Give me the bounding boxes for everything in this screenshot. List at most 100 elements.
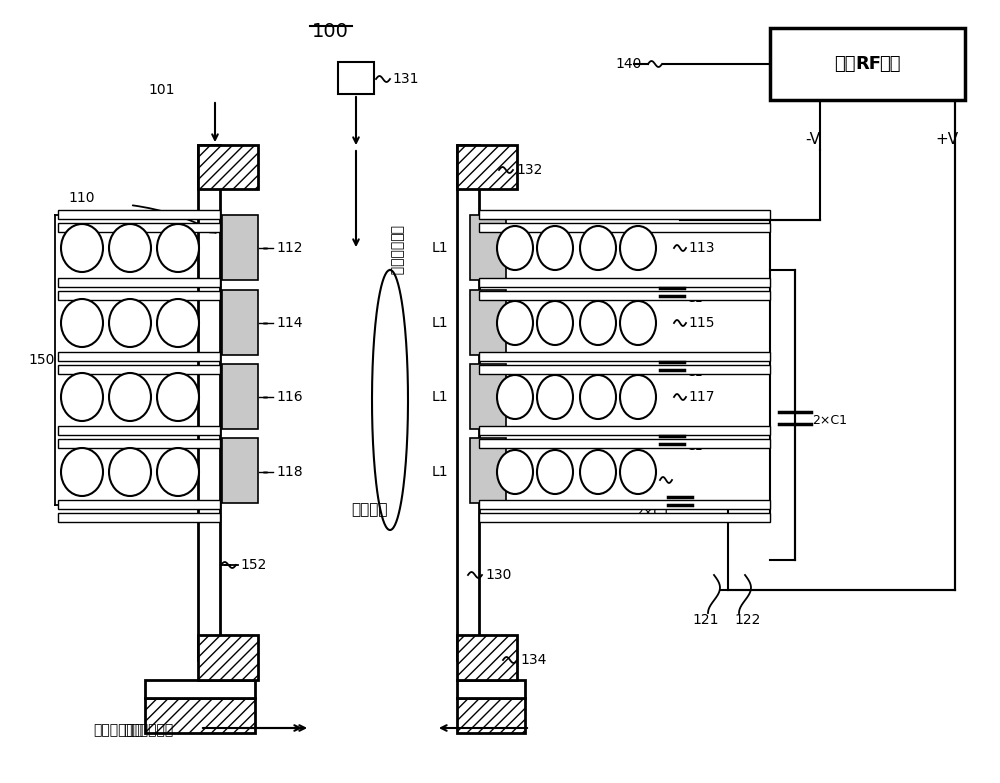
Text: 132: 132 bbox=[516, 163, 542, 177]
Ellipse shape bbox=[157, 448, 199, 496]
Ellipse shape bbox=[537, 301, 573, 345]
Bar bbox=[145, 680, 255, 698]
Ellipse shape bbox=[620, 450, 656, 494]
Bar bbox=[58, 439, 220, 448]
Ellipse shape bbox=[157, 299, 199, 347]
Ellipse shape bbox=[497, 375, 533, 419]
Text: +1: +1 bbox=[589, 391, 607, 403]
Bar bbox=[145, 698, 255, 733]
Ellipse shape bbox=[497, 226, 533, 270]
Bar bbox=[58, 223, 220, 232]
Bar bbox=[58, 278, 220, 287]
Text: 131: 131 bbox=[392, 72, 418, 86]
Text: 100: 100 bbox=[312, 22, 348, 41]
Bar bbox=[479, 278, 770, 287]
Ellipse shape bbox=[109, 373, 151, 421]
Bar bbox=[479, 210, 770, 219]
Ellipse shape bbox=[537, 375, 573, 419]
Text: 122: 122 bbox=[735, 613, 761, 627]
Text: L1: L1 bbox=[432, 316, 448, 330]
Ellipse shape bbox=[537, 226, 573, 270]
Text: +2: +2 bbox=[629, 466, 647, 478]
Text: -1: -1 bbox=[549, 316, 561, 330]
Text: C1: C1 bbox=[686, 291, 703, 305]
Text: 第一处理气体: 第一处理气体 bbox=[389, 225, 403, 275]
Bar bbox=[479, 426, 770, 435]
Text: 第二处理气体: 第二处理气体 bbox=[93, 723, 143, 737]
Ellipse shape bbox=[109, 224, 151, 272]
Text: +2: +2 bbox=[629, 241, 647, 254]
Text: +1: +1 bbox=[589, 466, 607, 478]
Bar bbox=[479, 223, 770, 232]
Text: 152: 152 bbox=[240, 558, 266, 572]
Text: -2: -2 bbox=[509, 241, 521, 254]
Ellipse shape bbox=[61, 224, 103, 272]
Ellipse shape bbox=[109, 448, 151, 496]
Ellipse shape bbox=[61, 373, 103, 421]
Text: -V: -V bbox=[806, 132, 820, 147]
Text: 118: 118 bbox=[276, 465, 303, 479]
Bar bbox=[470, 438, 506, 503]
Text: -1: -1 bbox=[549, 241, 561, 254]
Bar bbox=[198, 145, 258, 189]
Text: C1: C1 bbox=[686, 439, 703, 453]
Text: 电源: 电源 bbox=[880, 55, 901, 73]
Text: RF: RF bbox=[856, 55, 882, 73]
Text: 116: 116 bbox=[276, 390, 303, 404]
Text: 变频: 变频 bbox=[834, 55, 856, 73]
Text: -2: -2 bbox=[509, 316, 521, 330]
Ellipse shape bbox=[61, 299, 103, 347]
Text: 2×C1: 2×C1 bbox=[812, 413, 847, 427]
Text: +1: +1 bbox=[589, 316, 607, 330]
Bar bbox=[457, 635, 517, 680]
Bar bbox=[222, 438, 258, 503]
Bar bbox=[222, 215, 258, 280]
Ellipse shape bbox=[620, 226, 656, 270]
Bar bbox=[479, 513, 770, 522]
Text: -2: -2 bbox=[509, 466, 521, 478]
Text: 134: 134 bbox=[520, 653, 546, 667]
Ellipse shape bbox=[61, 448, 103, 496]
Bar bbox=[222, 290, 258, 355]
Text: C1: C1 bbox=[686, 366, 703, 378]
Text: 115: 115 bbox=[688, 316, 714, 330]
Bar bbox=[457, 145, 517, 189]
Text: 等离子体: 等离子体 bbox=[352, 503, 388, 518]
Bar bbox=[770, 28, 965, 100]
Text: +V: +V bbox=[935, 132, 959, 147]
Ellipse shape bbox=[580, 226, 616, 270]
Ellipse shape bbox=[497, 450, 533, 494]
Text: 150: 150 bbox=[28, 353, 54, 367]
Text: 114: 114 bbox=[276, 316, 302, 330]
Bar bbox=[198, 145, 220, 660]
Ellipse shape bbox=[580, 301, 616, 345]
Bar bbox=[58, 500, 220, 509]
Text: 110: 110 bbox=[68, 191, 94, 205]
Text: L1: L1 bbox=[432, 390, 448, 404]
Ellipse shape bbox=[157, 373, 199, 421]
Text: -1: -1 bbox=[549, 391, 561, 403]
Bar bbox=[479, 500, 770, 509]
Bar bbox=[479, 439, 770, 448]
Ellipse shape bbox=[580, 450, 616, 494]
Ellipse shape bbox=[109, 299, 151, 347]
Bar bbox=[457, 145, 479, 660]
Bar bbox=[470, 290, 506, 355]
Text: L1: L1 bbox=[432, 465, 448, 479]
Text: 112: 112 bbox=[276, 241, 302, 255]
Bar bbox=[58, 426, 220, 435]
Text: 140: 140 bbox=[615, 57, 641, 71]
Bar bbox=[198, 635, 258, 680]
Text: +2: +2 bbox=[629, 391, 647, 403]
Text: +2: +2 bbox=[629, 316, 647, 330]
Bar bbox=[470, 215, 506, 280]
Bar bbox=[58, 352, 220, 361]
Text: 113: 113 bbox=[688, 241, 714, 255]
Bar bbox=[479, 291, 770, 300]
Bar bbox=[58, 513, 220, 522]
Bar bbox=[58, 365, 220, 374]
Text: 2×C1: 2×C1 bbox=[635, 507, 670, 519]
Bar bbox=[222, 364, 258, 429]
Ellipse shape bbox=[620, 375, 656, 419]
Text: L1: L1 bbox=[432, 241, 448, 255]
